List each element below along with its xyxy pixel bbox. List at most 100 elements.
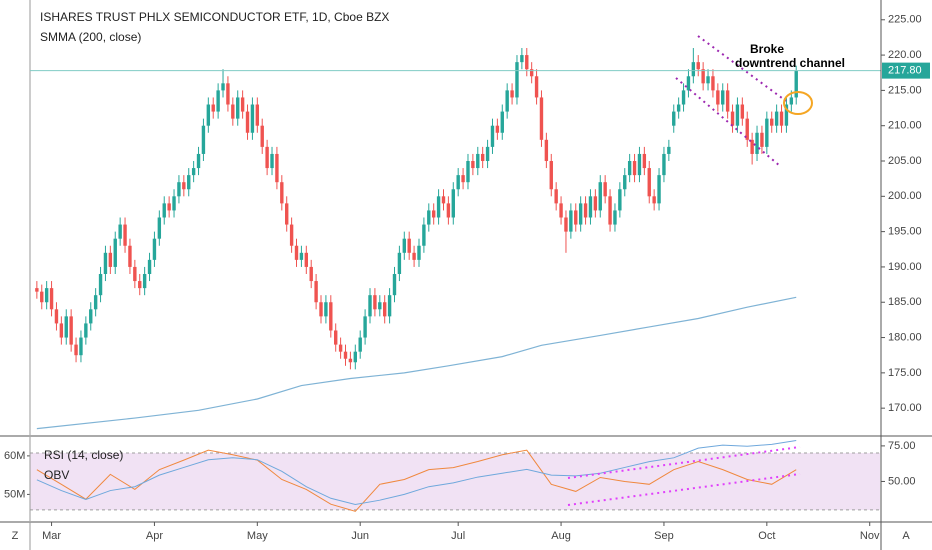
candle-body [686, 76, 691, 91]
candle-body [451, 189, 455, 218]
candle-body [191, 168, 196, 176]
candle-body [167, 203, 171, 211]
candle-body [740, 104, 745, 119]
candle-body [319, 302, 323, 317]
candle-body [681, 90, 686, 105]
candle-body [378, 302, 382, 310]
candle-body [691, 62, 696, 77]
candle-body [118, 224, 122, 239]
y2-tick-label: 50.00 [888, 475, 916, 487]
candle-body [260, 125, 264, 147]
candle-body [583, 203, 588, 218]
y-tick-label: 180.00 [888, 331, 922, 343]
candle-body [373, 295, 377, 310]
y-tick-label: 175.00 [888, 367, 922, 379]
candle-body [358, 337, 362, 352]
candle-body [211, 104, 215, 112]
candle-body [701, 69, 705, 84]
candle-body [544, 139, 549, 162]
y-tick-label: 200.00 [888, 190, 922, 202]
last-price-label: 217.80 [888, 65, 922, 77]
candle-body [89, 309, 93, 324]
candle-body [280, 182, 284, 204]
candle-body [113, 238, 117, 267]
candle-body [578, 203, 583, 225]
candle-body [299, 252, 304, 260]
x-tick-label: Mar [42, 530, 61, 542]
candle-body [108, 252, 113, 267]
candle-body [711, 76, 715, 91]
candle-body [40, 291, 44, 303]
candle-body [652, 196, 656, 204]
candle-body [441, 196, 446, 204]
candle-body [466, 161, 470, 183]
candle-body [476, 153, 480, 169]
y-tick-label: 225.00 [888, 14, 922, 26]
candle-body [103, 252, 108, 274]
toolbar-button[interactable]: Z [12, 530, 19, 542]
candle-body [642, 153, 647, 169]
candle-body [221, 83, 225, 91]
candle-body [138, 281, 142, 289]
candle-body [172, 196, 176, 211]
candle-body [98, 273, 103, 296]
candle-body [304, 252, 309, 267]
candle-body [422, 224, 426, 246]
candle-body [387, 295, 392, 317]
candle-body [245, 111, 250, 133]
candle-body [255, 104, 260, 126]
x-tick-label: May [247, 530, 268, 542]
candle-body [598, 182, 602, 211]
candle-body [603, 182, 607, 197]
last-price-box [882, 62, 930, 79]
candle-body [177, 182, 181, 197]
candle-body [539, 97, 544, 140]
candle-body [353, 351, 358, 363]
candle-body [152, 238, 157, 260]
y-tick-label: 195.00 [888, 226, 922, 238]
candle-body [657, 175, 661, 204]
candle-body [721, 90, 725, 105]
candle-body [706, 76, 710, 84]
candle-body [725, 90, 730, 112]
candle-body [201, 125, 206, 154]
candle-body [750, 139, 754, 154]
y-tick-label: 210.00 [888, 120, 922, 132]
candle-body [667, 146, 671, 154]
candle-body [275, 153, 279, 183]
candle-body [294, 245, 299, 260]
annotation: Broke [750, 42, 784, 56]
candle-body [515, 62, 519, 98]
candle-body [662, 153, 666, 176]
candle-body [672, 111, 676, 126]
candle-body [461, 175, 465, 183]
candle-body [407, 238, 411, 253]
candle-body [236, 97, 240, 119]
candle-body [500, 111, 504, 133]
candle-body [637, 153, 642, 176]
y-tick-label: 60M [4, 450, 25, 462]
annotation: downtrend channel [735, 56, 845, 70]
candle-body [329, 302, 333, 331]
smma-line [36, 296, 797, 430]
indicator-label: SMMA (200, close) [40, 30, 141, 44]
candle-body [765, 118, 769, 147]
candle-body [559, 203, 563, 218]
indicator-line [36, 439, 797, 505]
candle-body [231, 104, 235, 119]
toolbar-button[interactable]: A [902, 530, 910, 542]
candle-body [343, 351, 348, 359]
candle-body [142, 273, 147, 289]
candle-body [730, 111, 735, 126]
candle-body [525, 55, 529, 70]
x-tick-label: Oct [758, 530, 775, 542]
candle-body [69, 316, 73, 345]
candle-body [162, 203, 166, 218]
y-tick-label: 185.00 [888, 296, 922, 308]
indicator-line [36, 449, 797, 512]
candle-body [226, 83, 230, 105]
y-tick-label: 50M [4, 488, 25, 500]
candle-body [627, 161, 632, 176]
